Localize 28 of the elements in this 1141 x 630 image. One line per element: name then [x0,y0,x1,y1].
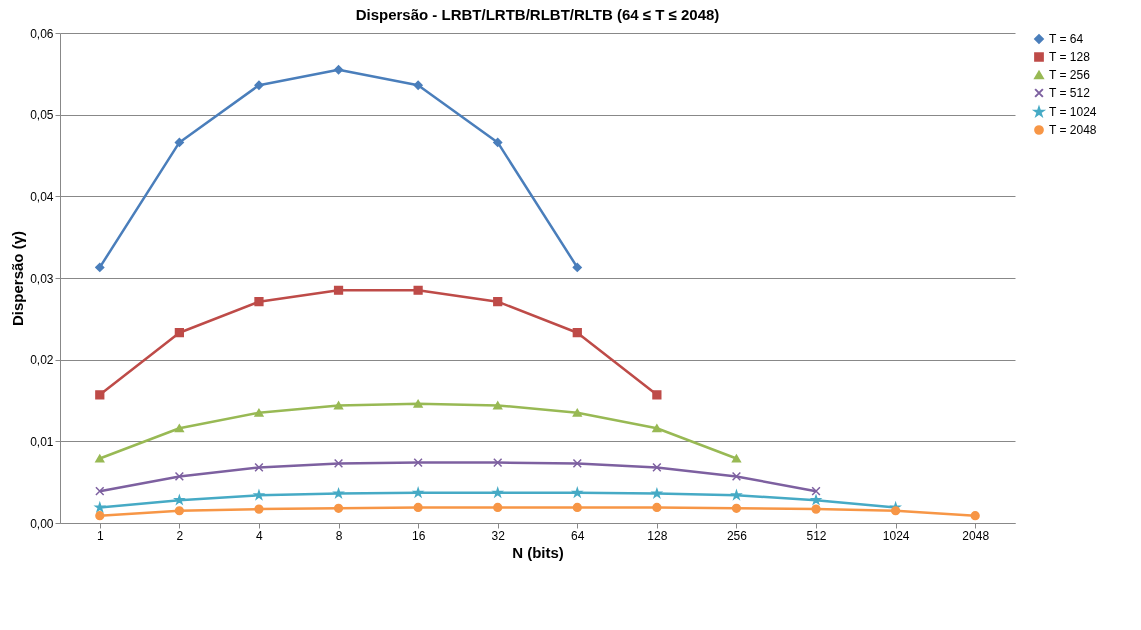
x-tick-label: 4 [256,528,264,543]
x-tick-label: 32 [491,528,506,543]
y-tick-label: 0,06 [30,26,54,41]
y-axis-title: Dispersão (γ) [9,230,27,327]
legend-label: T = 128 [1049,50,1091,64]
x-tick-label: 512 [806,528,827,543]
legend-label: T = 2048 [1049,123,1097,137]
x-tick-label: 1024 [882,528,910,543]
legend-label: T = 64 [1049,32,1084,46]
x-axis-title: N (bits) [512,543,564,561]
y-tick-label: 0,00 [30,516,54,531]
y-tick-label: 0,02 [30,353,54,368]
x-tick-label: 2048 [962,528,990,543]
x-tick-label: 8 [335,528,343,543]
x-tick-label: 2 [176,528,184,543]
legend-label: T = 256 [1049,68,1091,82]
chart-title: Dispersão - LRBT/LRTB/RLBT/RLTB (64 ≤ T ≤ 2048) [355,6,720,23]
y-tick-label: 0,05 [30,108,54,123]
y-tick-label: 0,01 [30,434,54,449]
x-tick-label: 64 [571,528,585,543]
x-tick-label: 16 [411,528,426,543]
x-tick-label: 1 [96,528,104,543]
legend-label: T = 512 [1049,86,1091,100]
x-tick-label: 128 [647,528,668,543]
y-tick-label: 0,04 [30,189,54,204]
legend-label: T = 1024 [1049,105,1097,119]
y-tick-label: 0,03 [30,271,54,286]
x-tick-label: 256 [726,528,748,543]
